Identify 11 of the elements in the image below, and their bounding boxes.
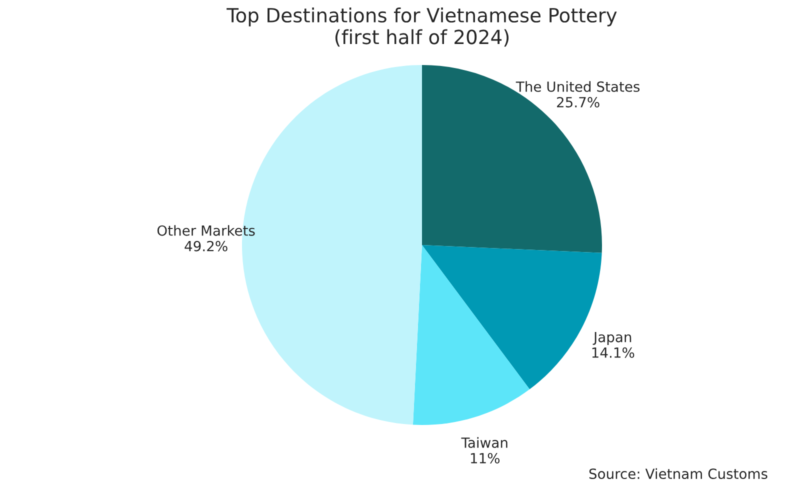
slice-label: Taiwan (461, 437, 508, 448)
source-note: Source: Vietnam Customs (589, 468, 768, 480)
slice-label: Japan (592, 332, 632, 346)
data-label: 49.2% (184, 240, 228, 252)
data-label: 11% (470, 452, 500, 464)
pie-slice (412, 245, 530, 425)
slice-label: Other Markets (157, 225, 255, 236)
data-label: 14.1% (592, 347, 634, 358)
data-label: 25.7% (557, 96, 600, 108)
slice-label: The United States (516, 81, 640, 92)
chart-title: Top Destinations for Vietnamese Pottery (first half of 2024) (226, 8, 617, 47)
